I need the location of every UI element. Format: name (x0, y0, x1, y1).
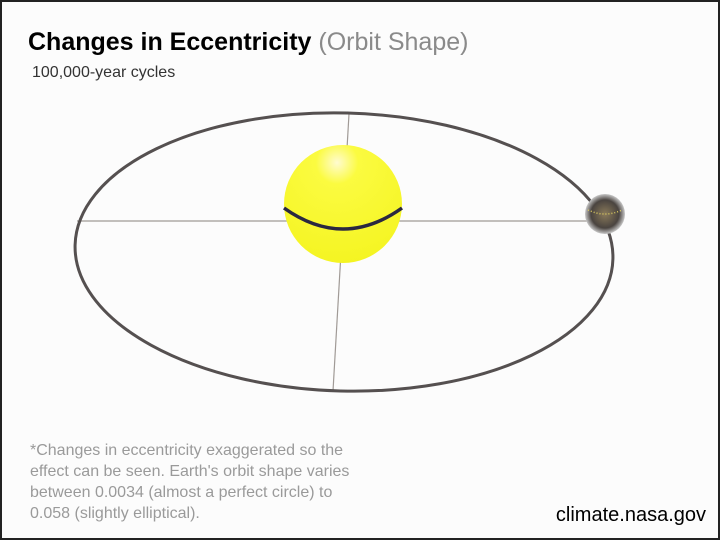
title-main: Changes in Eccentricity (28, 28, 312, 56)
orbit-ellipse (73, 111, 615, 393)
title-suffix: (Orbit Shape) (318, 28, 469, 56)
earth (585, 194, 625, 234)
subtitle: 100,000-year cycles (32, 64, 176, 81)
footnote: *Changes in eccentricity exaggerated so … (30, 442, 350, 522)
credit-link[interactable]: climate.nasa.gov (555, 504, 706, 526)
sun (282, 145, 404, 263)
page-title: Changes in Eccentricity (Orbit Shape) (28, 28, 468, 57)
